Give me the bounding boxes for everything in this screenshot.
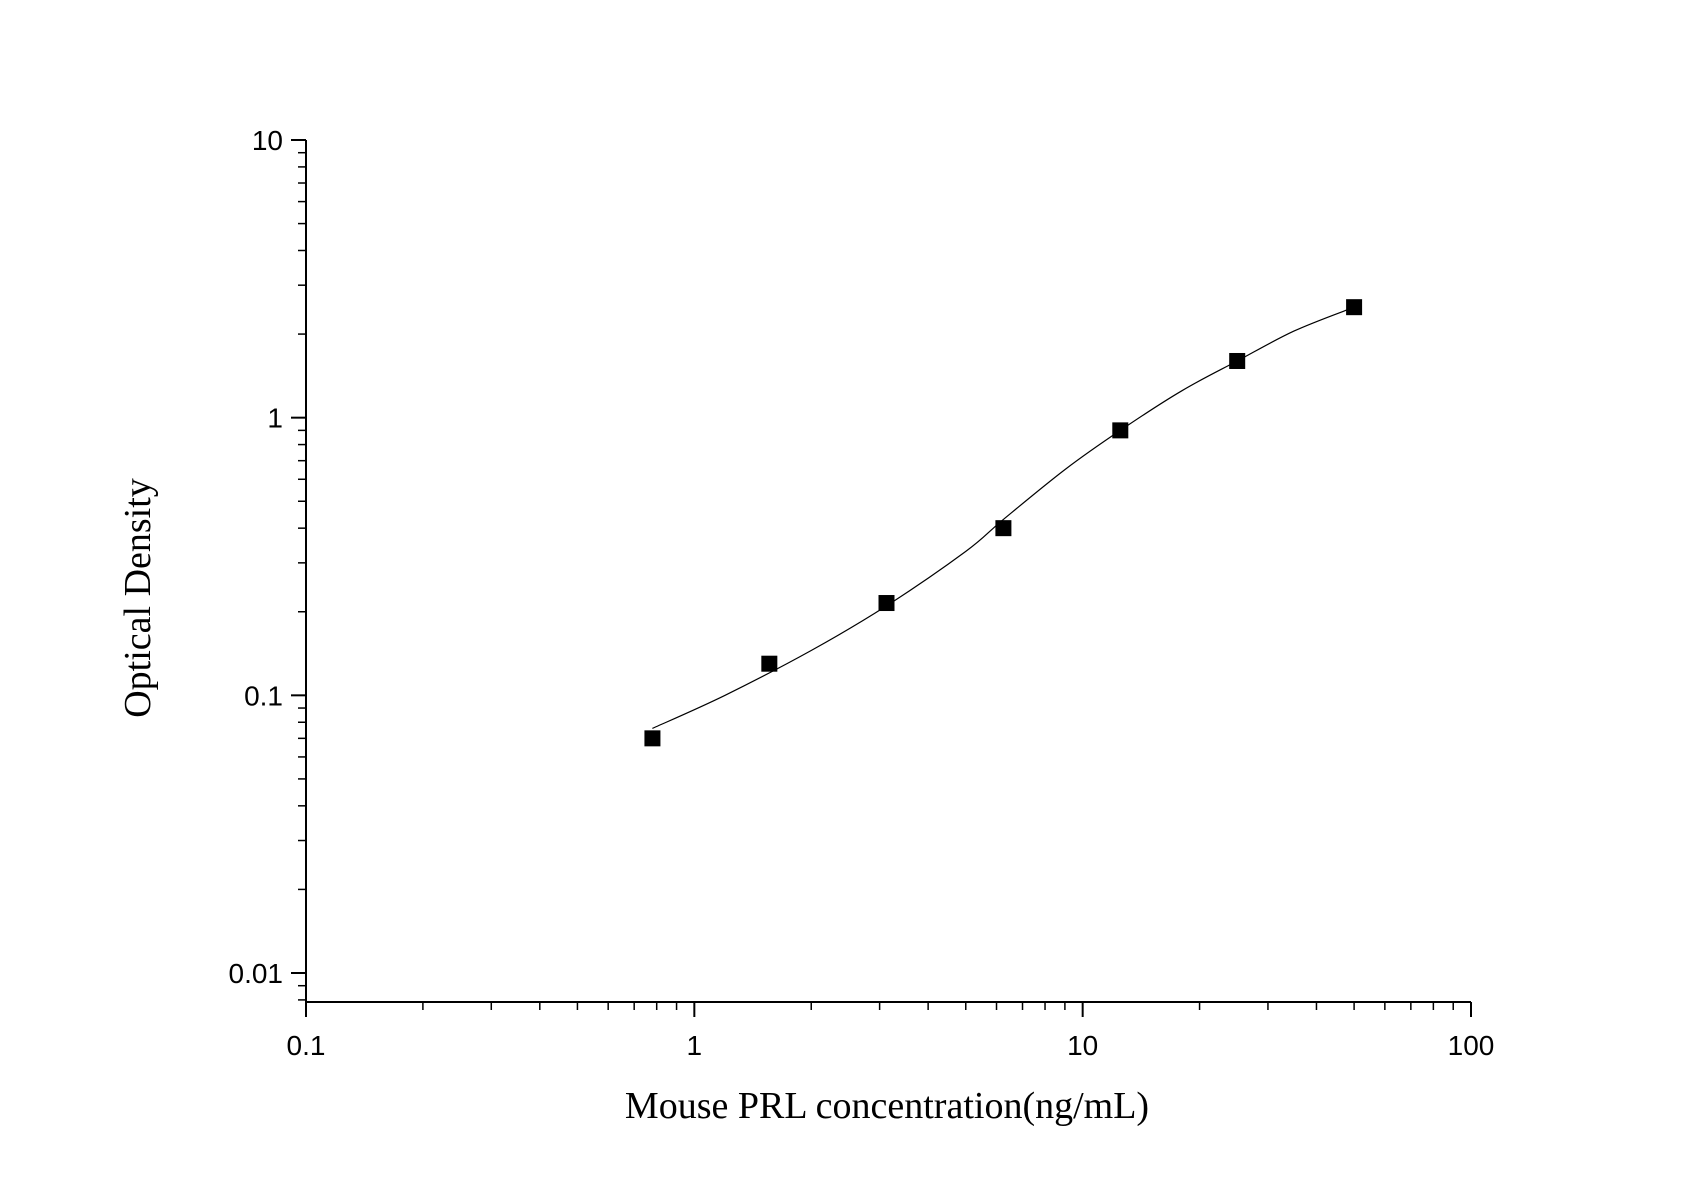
- data-point: [995, 520, 1012, 537]
- fit-curve-group: [652, 306, 1355, 729]
- data-points: [644, 299, 1363, 747]
- y-tick-label: 10: [252, 125, 283, 156]
- y-axis-ticks: 0.01 0.1 1 10: [229, 125, 306, 1001]
- data-point: [1112, 422, 1129, 439]
- data-point: [878, 595, 895, 612]
- x-tick-label: 0.1: [287, 1030, 326, 1061]
- y-tick-label: 1: [267, 403, 283, 434]
- data-point: [1229, 352, 1246, 369]
- y-axis-title: Optical Density: [117, 478, 159, 718]
- data-point: [644, 730, 661, 747]
- x-tick-label: 10: [1067, 1030, 1098, 1061]
- x-axis-title: Mouse PRL concentration(ng/mL): [625, 1085, 1149, 1127]
- x-tick-label: 100: [1448, 1030, 1495, 1061]
- axes: [305, 140, 1471, 1003]
- y-tick-label: 0.01: [229, 958, 284, 989]
- fit-curve: [652, 306, 1355, 729]
- x-axis-ticks: 0.1 1 10 100: [287, 1002, 1495, 1061]
- data-point: [1346, 299, 1363, 316]
- y-tick-label: 0.1: [244, 680, 283, 711]
- data-point: [761, 655, 778, 672]
- x-tick-label: 1: [687, 1030, 703, 1061]
